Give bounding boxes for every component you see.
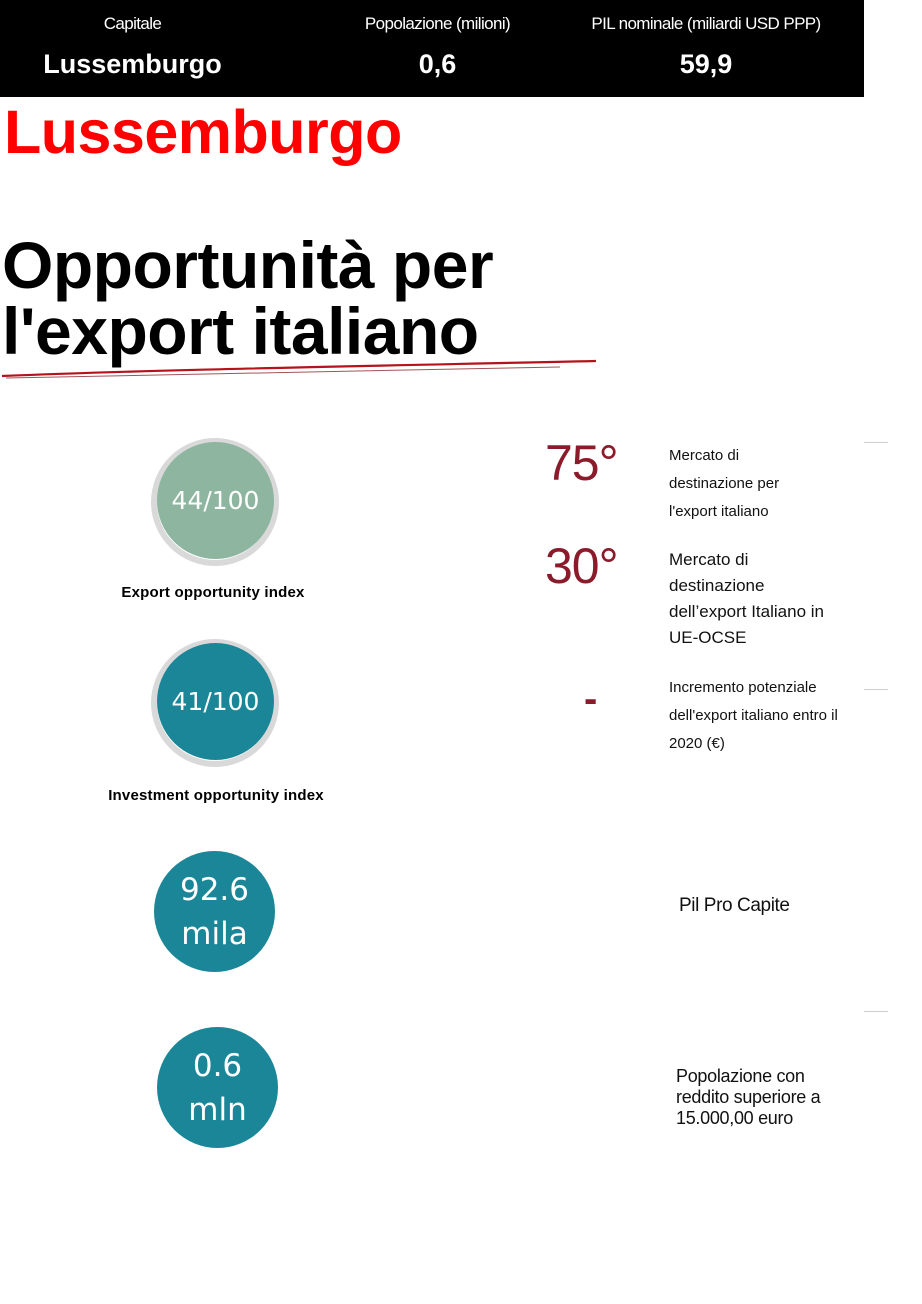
- rank-export-increment: -: [584, 677, 597, 721]
- export-index-label: Export opportunity index: [121, 584, 305, 601]
- investment-index-value: 41/100: [171, 687, 260, 716]
- headline-underline: [1, 359, 597, 379]
- population-income-circle: 0.6 mln: [157, 1027, 278, 1148]
- header-gdp: PIL nominale (miliardi USD PPP) 59,9: [570, 0, 842, 97]
- header-gdp-label: PIL nominale (miliardi USD PPP): [591, 14, 821, 33]
- page-headline: Opportunità per l'export italiano: [2, 228, 494, 368]
- export-index-ring: [151, 438, 279, 566]
- population-income-unit: mln: [188, 1091, 247, 1128]
- header-population-label: Popolazione (milioni): [364, 14, 511, 33]
- divider-tick: [864, 1011, 888, 1012]
- header-gdp-value: 59,9: [679, 49, 733, 79]
- population-income-label: Popolazione con reddito superiore a 15.0…: [676, 1066, 821, 1128]
- rank-export-market: 75°: [545, 435, 619, 491]
- gdp-per-capita-unit: mila: [181, 915, 248, 952]
- country-title: Lussemburgo: [4, 98, 402, 166]
- divider-tick: [864, 442, 888, 443]
- header-bar: Capitale Lussemburgo Popolazione (milion…: [0, 0, 864, 97]
- rank-ue-ocse-market: 30°: [545, 538, 619, 594]
- export-index-circle: 44/100: [157, 442, 274, 559]
- divider-tick: [864, 689, 888, 690]
- population-income-value: 0.6: [192, 1047, 243, 1084]
- rank-export-increment-desc: Incremento potenziale dell'export italia…: [669, 679, 838, 752]
- header-capital-label: Capitale: [103, 14, 162, 33]
- investment-index-circle: 41/100: [157, 643, 274, 760]
- gdp-per-capita-circle: 92.6 mila: [154, 851, 275, 972]
- investment-index-label: Investment opportunity index: [108, 787, 324, 804]
- export-index-value: 44/100: [171, 486, 260, 515]
- gdp-per-capita-label: Pil Pro Capite: [679, 895, 790, 916]
- header-population-value: 0,6: [418, 49, 457, 79]
- header-capital-value: Lussemburgo: [43, 49, 222, 79]
- header-capital: Capitale Lussemburgo: [40, 0, 225, 97]
- rank-export-market-desc: Mercato di destinazione per l'export ita…: [669, 447, 780, 520]
- investment-index-ring: [151, 639, 279, 767]
- header-population: Popolazione (milioni) 0,6: [330, 0, 545, 97]
- rank-ue-ocse-market-desc: Mercato di destinazione dell’export Ital…: [669, 550, 824, 647]
- gdp-per-capita-value: 92.6: [179, 871, 250, 908]
